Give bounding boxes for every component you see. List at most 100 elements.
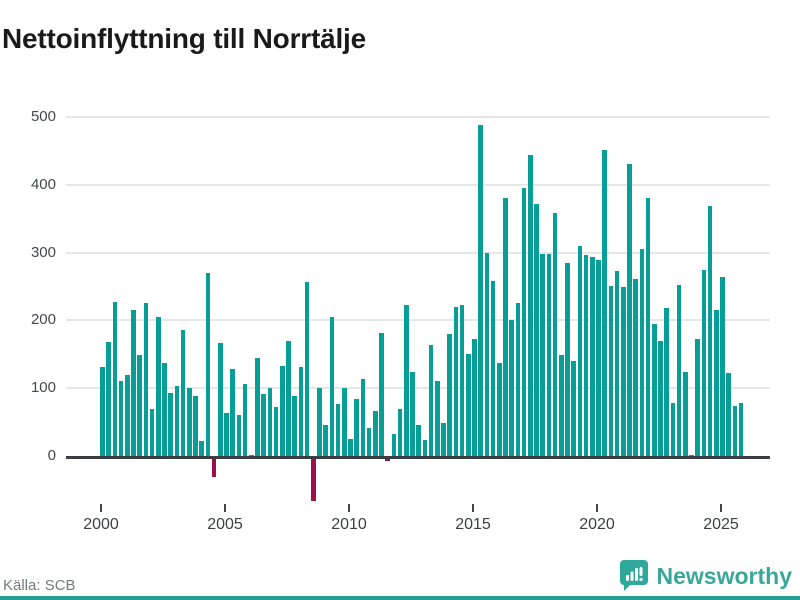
- y-axis-tick-label: 200: [30, 311, 56, 329]
- bar: [404, 305, 409, 456]
- bar: [459, 305, 465, 456]
- bar: [738, 403, 744, 456]
- bar: [466, 353, 471, 456]
- y-axis-tick-label: 500: [30, 108, 56, 125]
- bar: [621, 287, 626, 456]
- bar: [726, 372, 731, 456]
- bar: [348, 439, 353, 456]
- negative-bar: [311, 458, 316, 502]
- bar: [156, 317, 161, 456]
- bar: [100, 367, 105, 456]
- bar: [286, 340, 291, 456]
- bar: [590, 257, 595, 456]
- bar: [131, 309, 136, 456]
- bar: [329, 317, 335, 456]
- bar: [732, 405, 738, 456]
- bar: [627, 164, 632, 456]
- bar: [602, 149, 607, 456]
- y-axis-tick-label: 400: [30, 175, 56, 193]
- bar: [720, 277, 725, 456]
- bar: [323, 425, 328, 456]
- bar: [261, 394, 266, 456]
- bar: [652, 324, 657, 456]
- bar: [193, 396, 198, 456]
- bar: [676, 285, 682, 456]
- footer-accent-strip: [0, 596, 800, 600]
- bar: [335, 404, 341, 456]
- bar: [112, 302, 118, 456]
- bar: [422, 440, 428, 456]
- x-axis-tick-label: 2005: [207, 516, 243, 533]
- bar: [366, 427, 372, 456]
- x-axis-tick: [348, 504, 350, 512]
- bar: [596, 260, 601, 456]
- bar: [478, 125, 483, 456]
- bar: [230, 369, 235, 456]
- x-axis-tick: [472, 504, 474, 512]
- bar: [242, 384, 248, 456]
- x-axis-tick-label: 2010: [331, 516, 367, 533]
- bar: [490, 281, 496, 456]
- bar: [546, 253, 552, 456]
- bar: [118, 380, 124, 456]
- bar: [416, 425, 421, 456]
- bar: [577, 246, 583, 456]
- bar: [397, 409, 403, 456]
- bar: [484, 252, 490, 456]
- bar: [255, 358, 260, 456]
- bar: [497, 363, 502, 456]
- bar: [714, 310, 719, 456]
- bar: [701, 270, 707, 456]
- y-axis-tick-label: 100: [30, 379, 56, 397]
- bar: [707, 205, 713, 456]
- bar: [435, 381, 440, 456]
- bar: [354, 399, 359, 456]
- bar: [552, 212, 558, 456]
- negative-bar: [385, 458, 390, 462]
- bar: [608, 285, 614, 456]
- bar: [658, 340, 663, 456]
- bar: [317, 388, 322, 456]
- chart-title: Nettoinflyttning till Norrtälje: [2, 22, 367, 54]
- bar: [614, 270, 620, 456]
- bar: [280, 365, 285, 456]
- brand-logo: Newsworthy: [619, 560, 792, 592]
- grid-line: [66, 251, 770, 254]
- bar: [559, 354, 564, 456]
- bar: [143, 303, 149, 456]
- newsworthy-badge-icon: [619, 560, 648, 591]
- bar: [180, 329, 186, 456]
- grid-line: [66, 116, 770, 118]
- bar: [583, 254, 589, 456]
- bar: [304, 281, 310, 456]
- bar: [633, 279, 638, 456]
- bar: [174, 386, 180, 456]
- bar: [695, 339, 700, 456]
- bar: [162, 363, 167, 456]
- bar: [292, 396, 297, 456]
- x-axis-tick-label: 2015: [455, 516, 491, 533]
- bar: [515, 302, 521, 456]
- bar: [360, 379, 366, 456]
- x-axis-tick: [596, 504, 598, 512]
- bar: [149, 408, 155, 456]
- bar: [540, 253, 545, 456]
- x-axis-tick: [100, 504, 102, 512]
- bar: [689, 454, 694, 456]
- bar: [670, 403, 676, 456]
- bar: [199, 441, 204, 456]
- x-axis-tick-label: 2025: [703, 516, 739, 533]
- bar: [503, 198, 508, 456]
- bar: [534, 204, 539, 456]
- bar: [267, 388, 273, 456]
- bar: [571, 361, 576, 456]
- bar: [224, 413, 229, 456]
- x-axis-tick-label: 2020: [579, 516, 615, 533]
- grid-line: [66, 183, 770, 186]
- x-axis-tick: [224, 504, 226, 512]
- bar: [218, 343, 223, 456]
- bar: [187, 387, 192, 456]
- bar: [298, 367, 304, 456]
- bar: [205, 272, 211, 456]
- bar: [391, 434, 397, 456]
